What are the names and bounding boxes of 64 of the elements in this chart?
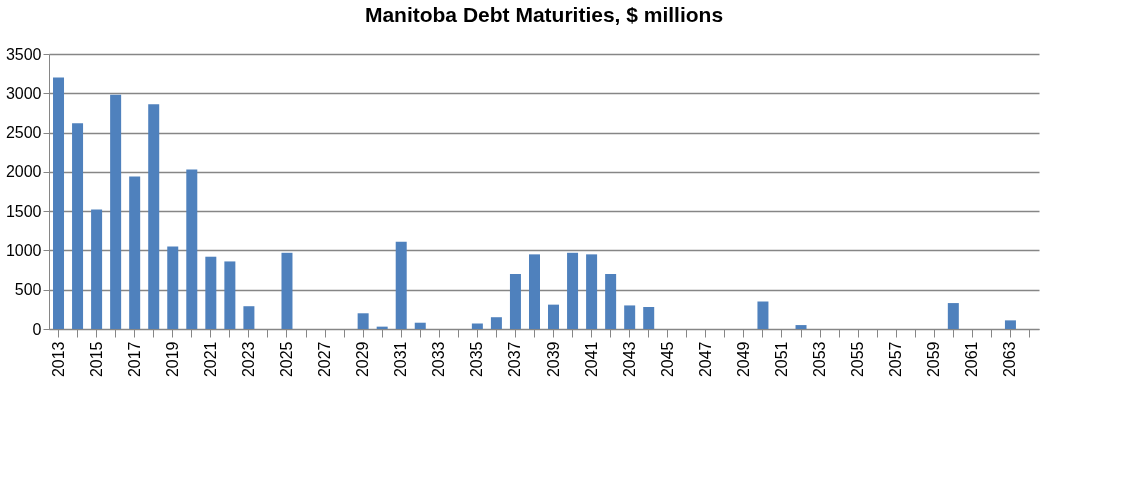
bar — [357, 313, 369, 329]
y-tick-label: 0 — [32, 320, 42, 338]
x-tick-label: 2041 — [582, 341, 600, 378]
y-tick-label: 2500 — [5, 124, 42, 142]
x-tick-label: 2017 — [125, 341, 143, 378]
bar — [186, 169, 198, 329]
x-tick-label: 2057 — [887, 341, 905, 378]
x-tick-label: 2033 — [430, 341, 448, 378]
bar — [243, 306, 255, 329]
y-tick-label: 3500 — [5, 45, 42, 63]
bar — [605, 274, 617, 329]
x-tick-label: 2047 — [696, 341, 714, 378]
chart-title: Manitoba Debt Maturities, $ millions — [364, 3, 724, 26]
bar — [205, 256, 217, 329]
bar — [281, 252, 293, 329]
bar — [129, 176, 141, 329]
x-tick-label: 2025 — [277, 341, 295, 378]
x-tick-label: 2051 — [772, 341, 790, 378]
x-tick-label: 2063 — [1001, 341, 1019, 378]
x-tick-label: 2029 — [354, 341, 372, 378]
bar — [586, 254, 598, 329]
bar — [414, 322, 426, 329]
x-tick-label: 2015 — [87, 341, 105, 378]
bar — [509, 274, 521, 329]
x-tick-label: 2013 — [49, 341, 67, 378]
x-tick-label: 2031 — [392, 341, 410, 378]
bar — [53, 77, 65, 329]
y-tick-label: 2000 — [5, 163, 42, 181]
bar — [548, 304, 560, 329]
x-tick-label: 2037 — [506, 341, 524, 378]
bar — [947, 303, 959, 329]
bar — [795, 325, 807, 329]
x-tick-label: 2049 — [734, 341, 752, 378]
y-tick-label: 500 — [14, 281, 42, 299]
x-tick-label: 2061 — [963, 341, 981, 378]
bar — [395, 241, 407, 329]
bar — [72, 123, 84, 329]
bar — [471, 323, 483, 329]
bar — [757, 301, 769, 329]
bar — [110, 94, 122, 329]
x-tick-label: 2059 — [925, 341, 943, 378]
bar — [567, 252, 579, 329]
x-tick-label: 2019 — [163, 341, 181, 378]
bar — [643, 307, 655, 329]
x-tick-label: 2023 — [239, 341, 257, 378]
bar — [490, 317, 502, 329]
x-tick-label: 2021 — [201, 341, 219, 378]
x-tick-label: 2045 — [658, 341, 676, 378]
x-tick-label: 2053 — [811, 341, 829, 378]
y-tick-label: 1000 — [5, 241, 42, 259]
y-tick-label: 1500 — [5, 202, 42, 220]
x-tick-label: 2027 — [316, 341, 334, 378]
bar — [224, 261, 236, 329]
x-tick-label: 2043 — [620, 341, 638, 378]
bar — [1004, 320, 1016, 329]
x-tick-label: 2035 — [468, 341, 486, 378]
x-tick-label: 2039 — [544, 341, 562, 378]
bar — [624, 305, 636, 329]
bar — [167, 246, 179, 329]
bar — [528, 254, 540, 329]
bar — [148, 104, 160, 329]
y-tick-label: 3000 — [5, 84, 42, 102]
x-tick-label: 2055 — [849, 341, 867, 378]
bar — [91, 209, 103, 329]
